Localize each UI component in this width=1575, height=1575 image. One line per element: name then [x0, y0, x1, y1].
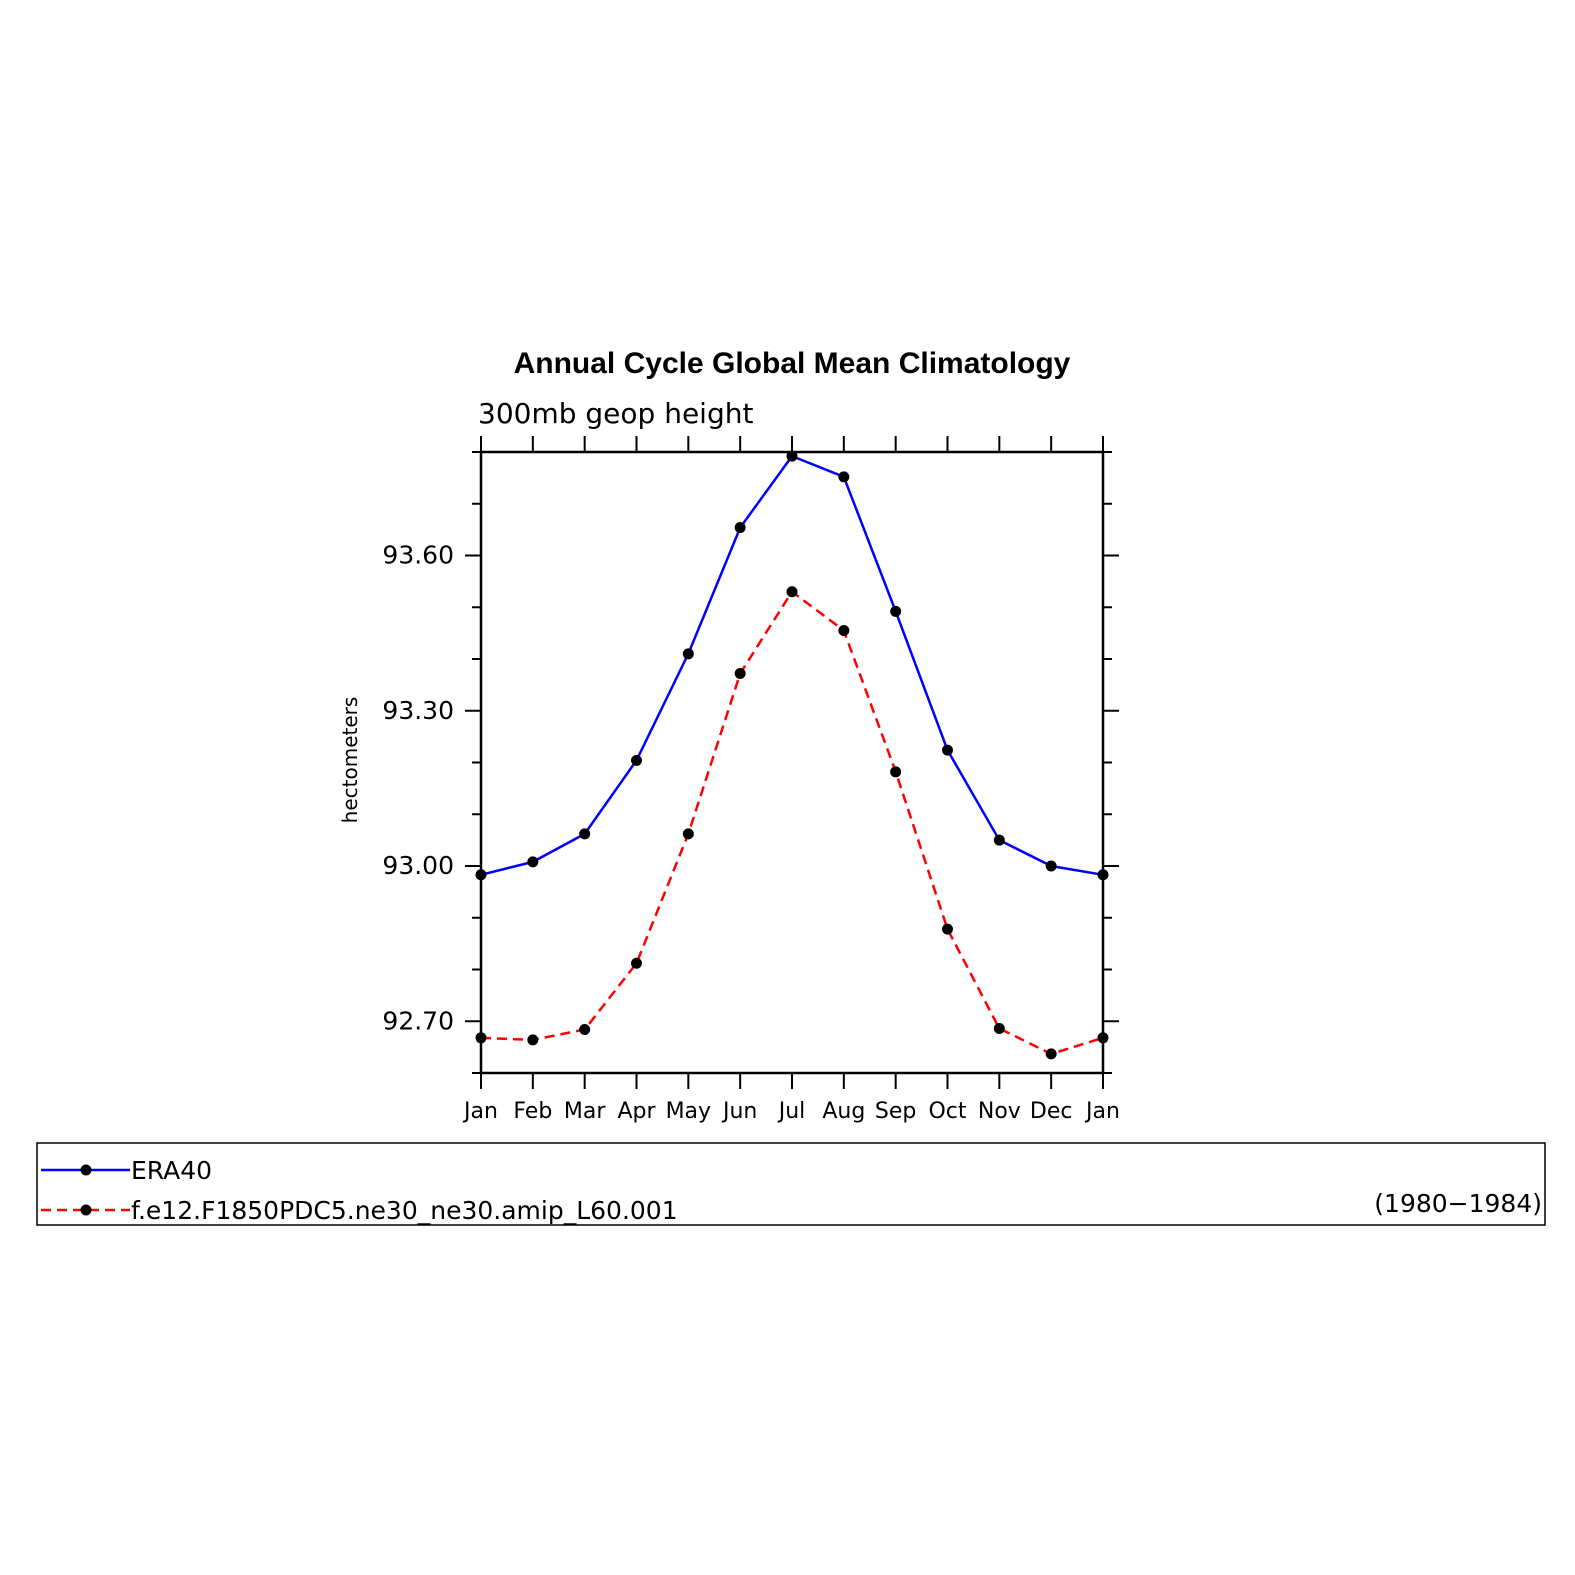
x-tick-label: Mar [564, 1099, 606, 1124]
y-tick-label: 93.60 [382, 541, 454, 570]
y-tick-label: 93.30 [382, 696, 454, 725]
x-tick-label: Dec [1030, 1099, 1073, 1124]
legend-box [36, 1142, 1546, 1226]
series-2-point [579, 1024, 591, 1036]
x-tick-label: Feb [513, 1099, 552, 1124]
series-2-point [631, 957, 642, 969]
series-2-point [527, 1034, 539, 1046]
legend-marker-1 [80, 1164, 92, 1176]
y-tick-label: 93.00 [382, 851, 454, 880]
legend-label-1: ERA40 [131, 1156, 212, 1185]
x-tick-label: May [666, 1099, 711, 1124]
series-line-2 [480, 589, 1104, 1056]
x-tick-label: Jun [721, 1099, 757, 1124]
series-2-point [993, 1022, 1005, 1034]
series-2-point [838, 625, 850, 637]
plot-frame [479, 450, 1105, 1075]
series-1-point [527, 856, 539, 868]
series-2-point [475, 1032, 487, 1044]
series-1-point [475, 869, 487, 881]
chart-subtitle: 300mb geop height [478, 397, 753, 430]
x-tick-label: Jul [777, 1099, 806, 1124]
series-2-point [1097, 1032, 1109, 1044]
legend-marker-2 [80, 1204, 92, 1216]
series-line-1 [480, 454, 1104, 877]
series-1-point [838, 471, 850, 483]
series-1-point [1045, 860, 1057, 872]
x-tick-label: Aug [822, 1099, 865, 1124]
series-1-point [734, 522, 746, 534]
series-2-point [734, 667, 746, 679]
x-tick-label: Nov [978, 1099, 1021, 1124]
series-1-point [890, 605, 902, 617]
x-tick-label: Sep [875, 1099, 916, 1124]
series-1-point [682, 648, 694, 660]
x-tick-label: Jan [1084, 1099, 1120, 1124]
legend: (1980−1984) ERA40 f.e12.F1850PDC5.ne30_ne… [36, 1142, 1546, 1226]
series-2-point [890, 766, 902, 778]
legend-label-2: f.e12.F1850PDC5.ne30_ne30.amip_L60.001 [131, 1196, 678, 1225]
series-2-point [1045, 1048, 1057, 1060]
x-tick-label: Oct [928, 1099, 966, 1124]
series-1-point [786, 450, 798, 462]
series-2-point [942, 923, 953, 935]
series-2-point [682, 828, 694, 840]
series-1-point [993, 834, 1005, 846]
y-tick-label: 92.70 [382, 1006, 454, 1035]
plot-area: 92.70 93.00 93.30 93.60 Jan Feb Mar Apr May Jun Ju… [382, 436, 1120, 1124]
series-1-point [942, 744, 953, 756]
x-tick-label: Apr [617, 1099, 656, 1124]
x-tick-label: Jan [462, 1099, 498, 1124]
chart-title: Annual Cycle Global Mean Climatology [514, 347, 1071, 380]
legend-note: (1980−1984) [1374, 1189, 1542, 1218]
series-2-point [786, 586, 798, 598]
series-1-point [1097, 869, 1109, 881]
series-1-point [631, 754, 642, 766]
series-1-point [579, 828, 591, 840]
y-axis-label: hectometers [338, 697, 362, 824]
